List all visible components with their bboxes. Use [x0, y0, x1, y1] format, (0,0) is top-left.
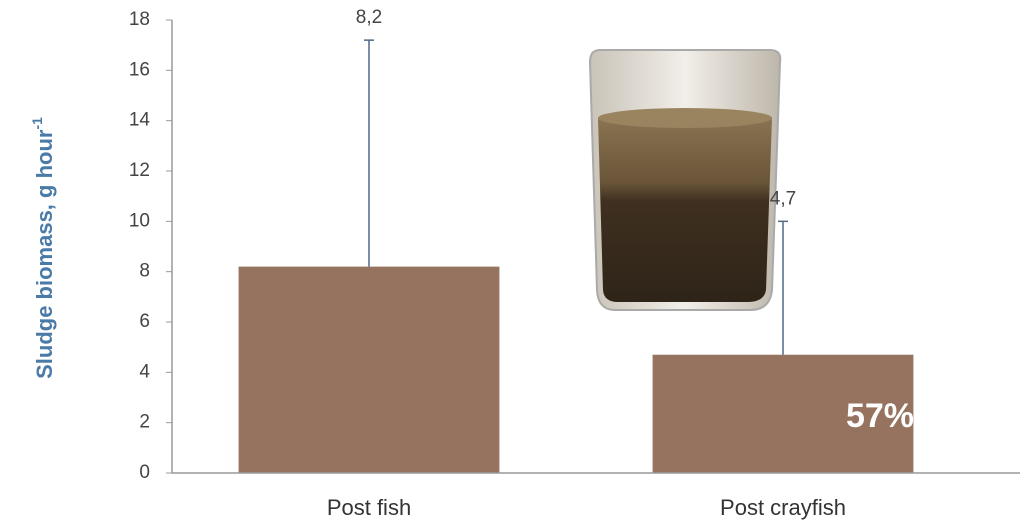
y-tick-label: 6	[139, 311, 150, 332]
y-tick-label: 14	[129, 110, 151, 131]
x-tick-label: Post crayfish	[720, 495, 846, 520]
y-tick-label: 12	[129, 160, 150, 181]
y-tick-label: 10	[129, 210, 150, 231]
y-axis-label-text: Sludge biomass, g hour	[32, 129, 57, 379]
y-axis-label: Sludge biomass, g hour-1	[29, 117, 57, 379]
value-label: 4,7	[770, 188, 796, 209]
beaker-image	[588, 49, 782, 311]
y-tick-label: 0	[139, 462, 150, 483]
y-axis-label-sup: -1	[29, 117, 45, 130]
bar	[238, 266, 500, 473]
x-tick-label: Post fish	[327, 495, 411, 520]
y-tick-label: 18	[129, 9, 150, 30]
annotation: 57%	[846, 397, 914, 435]
y-tick-label: 16	[129, 59, 150, 80]
y-tick-label: 4	[139, 361, 150, 382]
y-tick-label: 8	[139, 261, 150, 282]
y-tick-label: 2	[139, 412, 150, 433]
bar	[652, 354, 914, 473]
value-label: 8,2	[356, 7, 382, 28]
